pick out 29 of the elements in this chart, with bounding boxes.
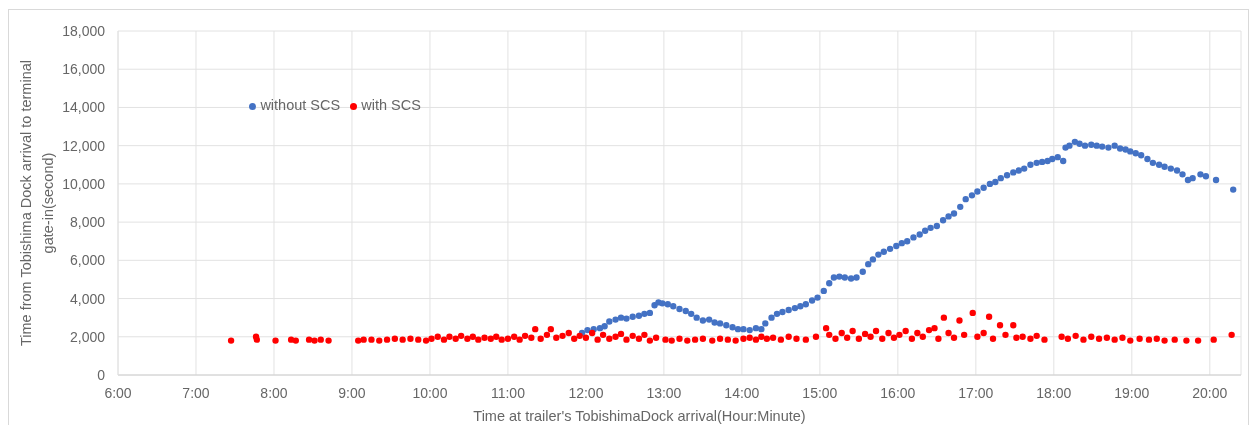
x-tick-label: 15:00 — [802, 384, 838, 401]
y-tick-label: 12,000 — [62, 137, 106, 154]
y-axis-title: Time from Tobishima Dock arrival to terminal gate-in(second) — [18, 59, 56, 347]
x-tick-label: 7:00 — [182, 384, 210, 401]
x-tick-label: 19:00 — [1114, 384, 1150, 401]
x-tick-label: 6:00 — [104, 384, 132, 401]
x-tick-label: 14:00 — [724, 384, 760, 401]
y-tick-label: 8,000 — [69, 214, 106, 231]
y-tick-label: 2,000 — [69, 328, 106, 345]
legend-label: with SCS — [361, 97, 421, 114]
y-tick-label: 10,000 — [62, 175, 106, 192]
x-tick-label: 12:00 — [568, 384, 604, 401]
x-tick-label: 10:00 — [412, 384, 448, 401]
y-tick-label: 4,000 — [69, 290, 106, 307]
x-axis-title: Time at trailer's TobishimaDock arrival(Hour:Minute) — [473, 408, 806, 424]
y-tick-label: 14,000 — [62, 99, 106, 116]
x-tick-label: 13:00 — [646, 384, 682, 401]
y-tick-label: 16,000 — [62, 61, 106, 78]
y-tick-label: 18,000 — [62, 22, 106, 39]
x-tick-label: 17:00 — [958, 384, 994, 401]
x-tick-label: 9:00 — [338, 384, 366, 401]
x-tick-label: 20:00 — [1192, 384, 1228, 401]
x-tick-label: 8:00 — [260, 384, 288, 401]
x-tick-label: 18:00 — [1036, 384, 1072, 401]
x-tick-label: 11:00 — [490, 384, 526, 401]
legend-label: without SCS — [260, 97, 341, 114]
y-tick-label: 0 — [97, 366, 106, 383]
y-tick-label: 6,000 — [69, 252, 106, 269]
x-tick-label: 16:00 — [880, 384, 916, 401]
